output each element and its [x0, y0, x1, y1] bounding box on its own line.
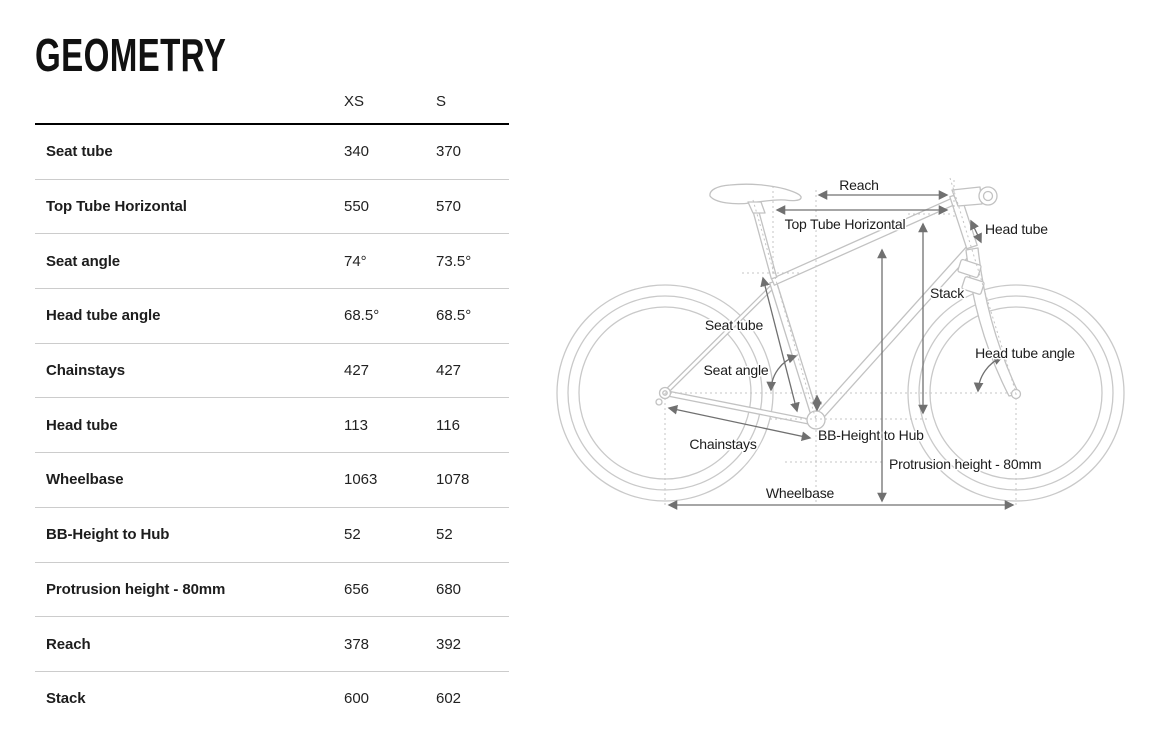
- table-row: Protrusion height - 80mm 656 680: [35, 563, 509, 618]
- row-value-s: 1078: [436, 471, 470, 489]
- row-value-s: 370: [436, 143, 462, 161]
- rear-derailleur: [655, 398, 663, 406]
- label-seat-tube: Seat tube: [705, 317, 764, 333]
- table-row: Chainstays 427 427: [35, 344, 509, 399]
- table-header-row: XS S: [35, 87, 509, 125]
- table-row: Stack 600 602: [35, 672, 509, 726]
- column-header-xs: XS: [344, 93, 365, 110]
- row-label: Wheelbase: [46, 471, 124, 489]
- table-row: Seat tube 340 370: [35, 125, 509, 180]
- row-value-xs: 378: [344, 635, 370, 653]
- row-label: Stack: [46, 690, 86, 708]
- bike-geometry-diagram: Reach Top Tube Horizontal Head tube Stac…: [556, 176, 1125, 510]
- row-value-xs: 74°: [344, 252, 367, 270]
- label-protrusion-height: Protrusion height - 80mm: [889, 456, 1041, 472]
- saddle: [709, 183, 802, 205]
- down-tube: [812, 246, 973, 424]
- head-tube-angle-arc: [973, 355, 1004, 393]
- row-value-xs: 427: [344, 362, 370, 380]
- column-header-s: S: [436, 93, 447, 110]
- row-value-xs: 656: [344, 580, 370, 598]
- row-label: Head tube angle: [46, 307, 161, 325]
- row-label: Head tube: [46, 416, 118, 434]
- table-row: Top Tube Horizontal 550 570: [35, 180, 509, 235]
- row-value-xs: 113: [344, 416, 368, 434]
- table-row: Head tube angle 68.5° 68.5°: [35, 289, 509, 344]
- seat-axis: [752, 199, 817, 421]
- diagram-labels: Reach Top Tube Horizontal Head tube Stac…: [688, 176, 1077, 503]
- table-row: BB-Height to Hub 52 52: [35, 508, 509, 563]
- fork-crown: [961, 276, 985, 295]
- row-value-s: 680: [436, 580, 462, 598]
- geometry-table: XS S Seat tube 340 370 Top Tube Horizont…: [35, 87, 509, 726]
- row-value-s: 52: [436, 526, 453, 544]
- row-value-s: 116: [436, 416, 460, 434]
- row-value-s: 570: [436, 198, 462, 216]
- fork-crown: [957, 258, 982, 279]
- row-value-s: 73.5°: [436, 252, 472, 270]
- row-label: Protrusion height - 80mm: [46, 580, 226, 598]
- row-label: Top Tube Horizontal: [46, 198, 187, 216]
- seat-stays: [662, 284, 775, 396]
- row-label: Reach: [46, 635, 91, 653]
- row-value-xs: 600: [344, 690, 370, 708]
- page-title: GEOMETRY: [35, 29, 227, 81]
- stem: [951, 186, 983, 207]
- dimension-arrows: [667, 190, 1015, 510]
- row-value-s: 392: [436, 635, 462, 653]
- handlebar: [982, 190, 994, 202]
- table-row: Head tube 113 116: [35, 398, 509, 454]
- row-value-xs: 340: [344, 143, 370, 161]
- label-seat-angle: Seat angle: [704, 362, 769, 378]
- label-bb-height-to-hub: BB-Height to Hub: [818, 427, 924, 443]
- row-value-xs: 1063: [344, 471, 378, 489]
- row-label: Chainstays: [46, 362, 126, 380]
- label-reach: Reach: [839, 177, 878, 193]
- row-value-s: 427: [436, 362, 462, 380]
- head-tube-arrow: [970, 219, 982, 244]
- seat-angle-arc: [766, 354, 798, 392]
- top-tube: [770, 198, 955, 286]
- row-label: BB-Height to Hub: [46, 526, 170, 544]
- saddle-clamp: [747, 201, 766, 214]
- table-row: Seat angle 74° 73.5°: [35, 234, 509, 290]
- chainstays-arrow: [667, 404, 812, 442]
- label-wheelbase: Wheelbase: [766, 485, 835, 501]
- chain-stays: [664, 389, 812, 426]
- row-value-xs: 68.5°: [344, 307, 380, 325]
- table-row: Reach 378 392: [35, 617, 509, 672]
- row-value-xs: 550: [344, 198, 370, 216]
- row-label: Seat angle: [46, 252, 121, 270]
- label-head-tube: Head tube: [985, 221, 1048, 237]
- table-row: Wheelbase 1063 1078: [35, 453, 509, 508]
- row-value-xs: 52: [344, 526, 361, 544]
- row-value-s: 68.5°: [436, 307, 472, 325]
- label-head-tube-angle: Head tube angle: [975, 345, 1075, 361]
- label-top-tube-horizontal: Top Tube Horizontal: [785, 216, 906, 232]
- label-chainstays: Chainstays: [689, 436, 756, 452]
- row-value-s: 602: [436, 690, 462, 708]
- row-label: Seat tube: [46, 143, 113, 161]
- label-stack: Stack: [930, 285, 965, 301]
